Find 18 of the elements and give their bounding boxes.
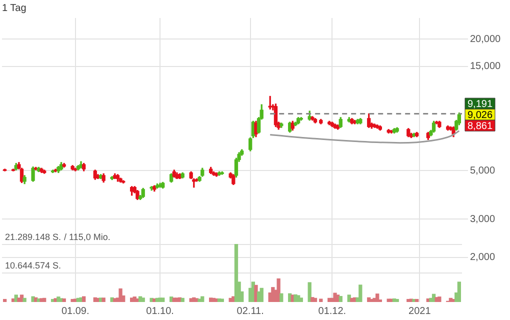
x-tick-label: 01.10. xyxy=(146,306,174,317)
text: 9,191 xyxy=(467,98,493,110)
x-tick-label: 02.11. xyxy=(236,306,264,317)
y-tick-label: 3,000 xyxy=(470,214,496,225)
chart-subtitle: 1 Tag xyxy=(2,2,26,14)
line-series xyxy=(269,130,460,144)
annotation: / 115,0 Mio. xyxy=(64,232,110,242)
x-tick-label: 01.12. xyxy=(318,306,346,317)
y-tick-label: 5,000 xyxy=(470,165,496,176)
y-tick-label: 15,000 xyxy=(470,61,502,72)
text: 8,861 xyxy=(467,120,493,132)
x-tick-label: 2021 xyxy=(408,306,432,317)
x-tick-label: 01.09. xyxy=(61,306,90,317)
text: 9,026 xyxy=(467,110,493,121)
y-tick-label: 2,000 xyxy=(470,252,496,264)
y2-tick-label: 21.289.148 S. xyxy=(5,232,62,242)
y-tick-label: 20,000 xyxy=(470,34,502,45)
y2-tick-label: 10.644.574 S. xyxy=(5,260,62,271)
